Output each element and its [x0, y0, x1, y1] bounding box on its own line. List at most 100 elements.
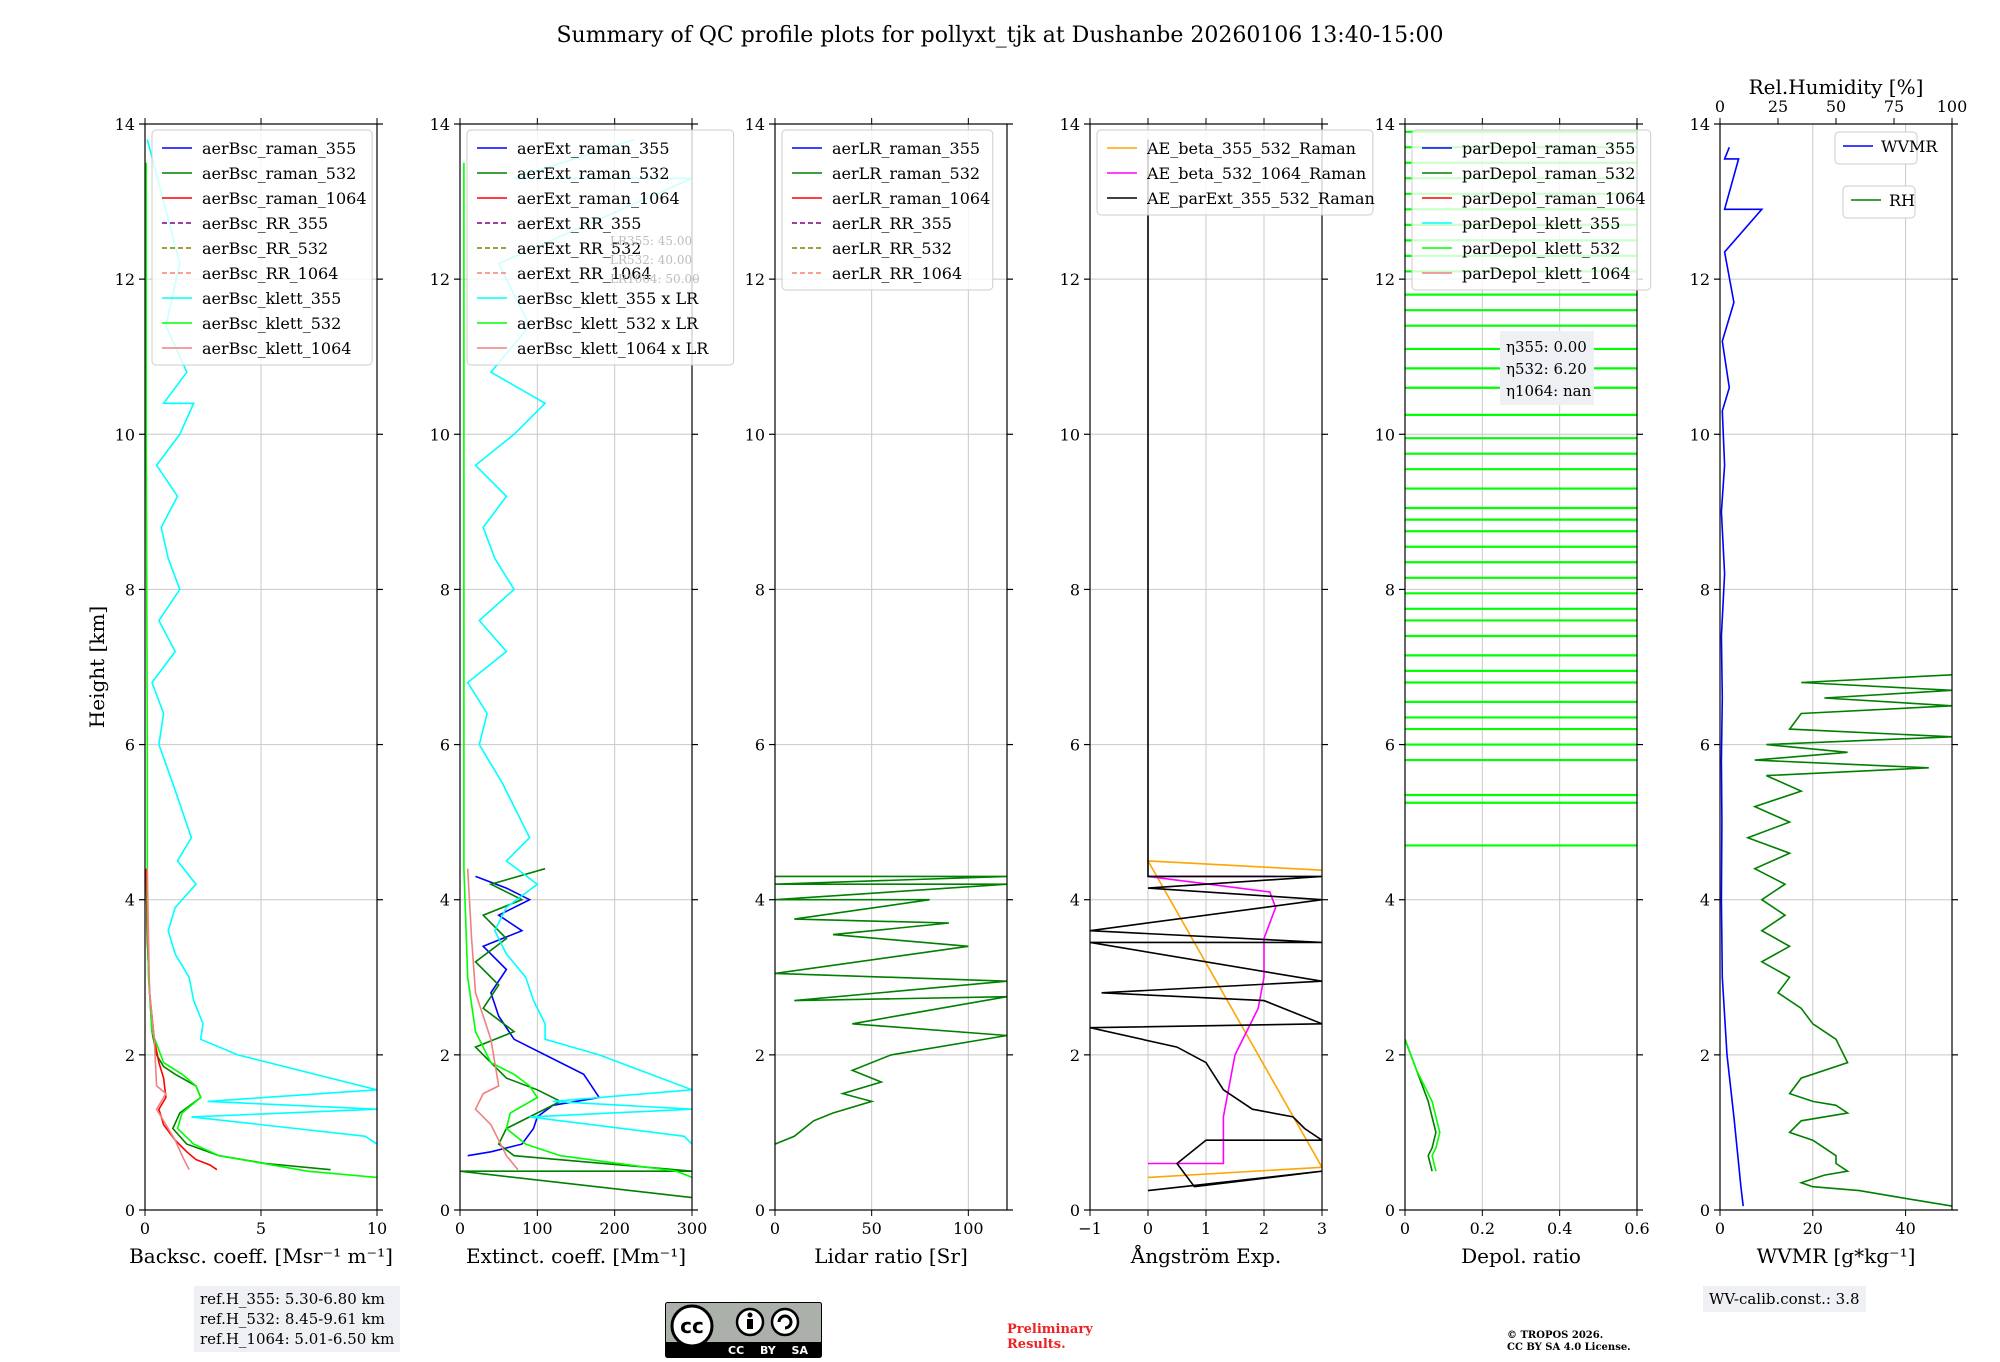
backscatter-legend-label: aerBsc_RR_355	[202, 214, 328, 233]
lidar-ratio-legend-box	[781, 129, 994, 291]
angstrom-ytick-label: 14	[1060, 115, 1080, 134]
wvmr-x2label: Rel.Humidity [%]	[1749, 75, 1924, 99]
backscatter-legend-label: aerBsc_raman_1064	[202, 189, 367, 208]
wvmr-ytick-label: 4	[1700, 891, 1710, 910]
angstrom-xtick-label: 2	[1259, 1219, 1269, 1238]
extinction-ytick-label: 10	[430, 425, 450, 444]
depol-xtick-label: 0.4	[1547, 1219, 1572, 1238]
wvmr-xtick-label: 40	[1895, 1219, 1915, 1238]
backscatter-legend-label: aerBsc_klett_1064	[202, 339, 351, 358]
backscatter-legend-label: aerBsc_klett_355	[202, 289, 341, 308]
extinction-ytick-label: 8	[440, 580, 450, 599]
wvmr-xtick-label: 0	[1715, 1219, 1725, 1238]
extinction-xtick-label: 100	[522, 1219, 553, 1238]
angstrom-ytick-label: 10	[1060, 425, 1080, 444]
angstrom-xtick-label: 1	[1201, 1219, 1211, 1238]
angstrom-xtick-label: −1	[1078, 1219, 1102, 1238]
depol-series-parDepol_klett_532	[1405, 1039, 1441, 1172]
copyright-line-1: © TROPOS 2026.	[1507, 1330, 1604, 1341]
extinction-ytick-label: 6	[440, 736, 450, 755]
extinction-legend-label: aerBsc_klett_1064 x LR	[517, 339, 709, 358]
eta-annotation: η1064: nan	[1506, 382, 1592, 400]
depol-legend-label: parDepol_klett_1064	[1462, 264, 1631, 283]
eta-annotation-box	[1500, 331, 1594, 405]
depol-xtick-label: 0	[1400, 1219, 1410, 1238]
wv-calib-box: WV-calib.const.: 3.8	[1703, 1286, 1866, 1312]
backscatter-series-aerBsc_klett_532	[145, 162, 377, 1179]
wvmr-legend-box	[1834, 131, 1918, 165]
depol-xlabel: Depol. ratio	[1461, 1244, 1581, 1268]
ref-height-355: ref.H_355: 5.30-6.80 km	[200, 1290, 385, 1308]
panel-lidar-ratio: 0 50 100 0 2 4 6 8 10 12 14 Lidar ratio [Sr] aerLR_r…	[745, 115, 1013, 1268]
wvmr-legend-label: WVMR	[1881, 137, 1938, 156]
lidar-ratio-ytick-label: 12	[745, 270, 765, 289]
wvmr-ytick-label: 8	[1700, 580, 1710, 599]
depol-legend-label: parDepol_raman_1064	[1462, 189, 1646, 208]
ref-height-532: ref.H_532: 8.45-9.61 km	[200, 1310, 385, 1328]
backscatter-xtick-label: 0	[140, 1219, 150, 1238]
backscatter-legend-label: aerBsc_raman_355	[202, 139, 356, 158]
extinction-legend-label: aerBsc_klett_532 x LR	[517, 314, 699, 333]
wvmr-x2tick-label: 50	[1826, 97, 1846, 116]
panel-depol: 0 0.2 0.4 0.6 0 2 4 6 8 10 12 14 Depol. ratio parDepo…	[1375, 115, 1652, 1268]
ref-height-1064: ref.H_1064: 5.01-6.50 km	[200, 1330, 395, 1348]
angstrom-ytick-label: 6	[1070, 736, 1080, 755]
extinction-xtick-label: 300	[677, 1219, 708, 1238]
backscatter-ytick-label: 10	[115, 425, 135, 444]
backscatter-xtick-label: 5	[256, 1219, 266, 1238]
angstrom-legend-box	[1096, 129, 1374, 216]
backscatter-xtick-label: 10	[367, 1219, 387, 1238]
extinction-legend-box	[466, 129, 735, 366]
extinction-legend-label: aerExt_raman_532	[517, 164, 670, 183]
extinction-legend-label: aerExt_RR_1064	[517, 264, 652, 283]
angstrom-legend-label: AE_parExt_355_532_Raman	[1146, 189, 1375, 208]
copyright-notice: © TROPOS 2026. CC BY SA 4.0 License.	[1507, 1330, 1727, 1354]
rh-legend-label: RH	[1889, 191, 1915, 210]
eta-annotation: η532: 6.20	[1506, 360, 1587, 378]
wvmr-frame	[1719, 123, 1953, 1211]
angstrom-xtick-label: 0	[1143, 1219, 1153, 1238]
wvmr-xlabel: WVMR [g*kg⁻¹]	[1757, 1244, 1916, 1268]
depol-ytick-label: 10	[1375, 425, 1395, 444]
rh-legend-box	[1842, 185, 1916, 219]
lidar-ratio-legend-label: aerLR_RR_1064	[832, 264, 962, 283]
extinction-ytick-label: 0	[440, 1201, 450, 1220]
extinction-xtick-label: 200	[599, 1219, 630, 1238]
copyright-line-2: CC BY SA 4.0 License.	[1507, 1342, 1631, 1353]
backscatter-ytick-label: 0	[125, 1201, 135, 1220]
backscatter-series-aerBsc_klett_1064	[146, 868, 190, 1171]
depol-ytick-label: 12	[1375, 270, 1395, 289]
depol-ytick-label: 0	[1385, 1201, 1395, 1220]
depol-legend-label: parDepol_klett_532	[1462, 239, 1620, 258]
lidar-ratio-legend-label: aerLR_raman_355	[832, 139, 980, 158]
extinction-ytick-label: 4	[440, 891, 450, 910]
depol-ytick-label: 4	[1385, 891, 1395, 910]
backscatter-ytick-label: 6	[125, 736, 135, 755]
extinction-series-aerExt_raman_355	[467, 875, 601, 1157]
wvmr-ytick-label: 6	[1700, 736, 1710, 755]
angstrom-series-AE_beta_355_532_Raman	[1146, 860, 1322, 1179]
depol-ytick-label: 6	[1385, 736, 1395, 755]
backscatter-series-aerBsc_klett_355	[146, 139, 377, 1145]
backscatter-ylabel: Height [km]	[85, 606, 109, 728]
lidar-ratio-ytick-label: 8	[755, 580, 765, 599]
wvmr-x2tick-label: 25	[1768, 97, 1788, 116]
wvmr-ytick-label: 12	[1690, 270, 1710, 289]
eta-annotation: η355: 0.00	[1506, 338, 1587, 356]
extinction-legend-label: aerExt_raman_1064	[517, 189, 680, 208]
depol-legend-box	[1411, 129, 1652, 291]
angstrom-xtick-label: 3	[1317, 1219, 1327, 1238]
extinction-xtick-label: 0	[455, 1219, 465, 1238]
lidar-ratio-frame	[774, 123, 1008, 1211]
lidar-ratio-ytick-label: 6	[755, 736, 765, 755]
lr-annotation: LR532: 40.00	[610, 253, 692, 267]
lidar-ratio-xtick-label: 0	[770, 1219, 780, 1238]
cc-license-badge: cc CC BY SA	[665, 1302, 822, 1358]
extinction-legend-label: aerExt_raman_355	[517, 139, 670, 158]
extinction-ytick-label: 2	[440, 1046, 450, 1065]
wvmr-xtick-label: 20	[1803, 1219, 1823, 1238]
panel-backscatter: 0 5 10 0 2 4 6 8 10 12 14 Backsc. coeff. [Msr⁻¹ m⁻¹…	[85, 115, 393, 1268]
depol-frame	[1404, 123, 1638, 1211]
angstrom-legend-label: AE_beta_355_532_Raman	[1146, 139, 1356, 158]
